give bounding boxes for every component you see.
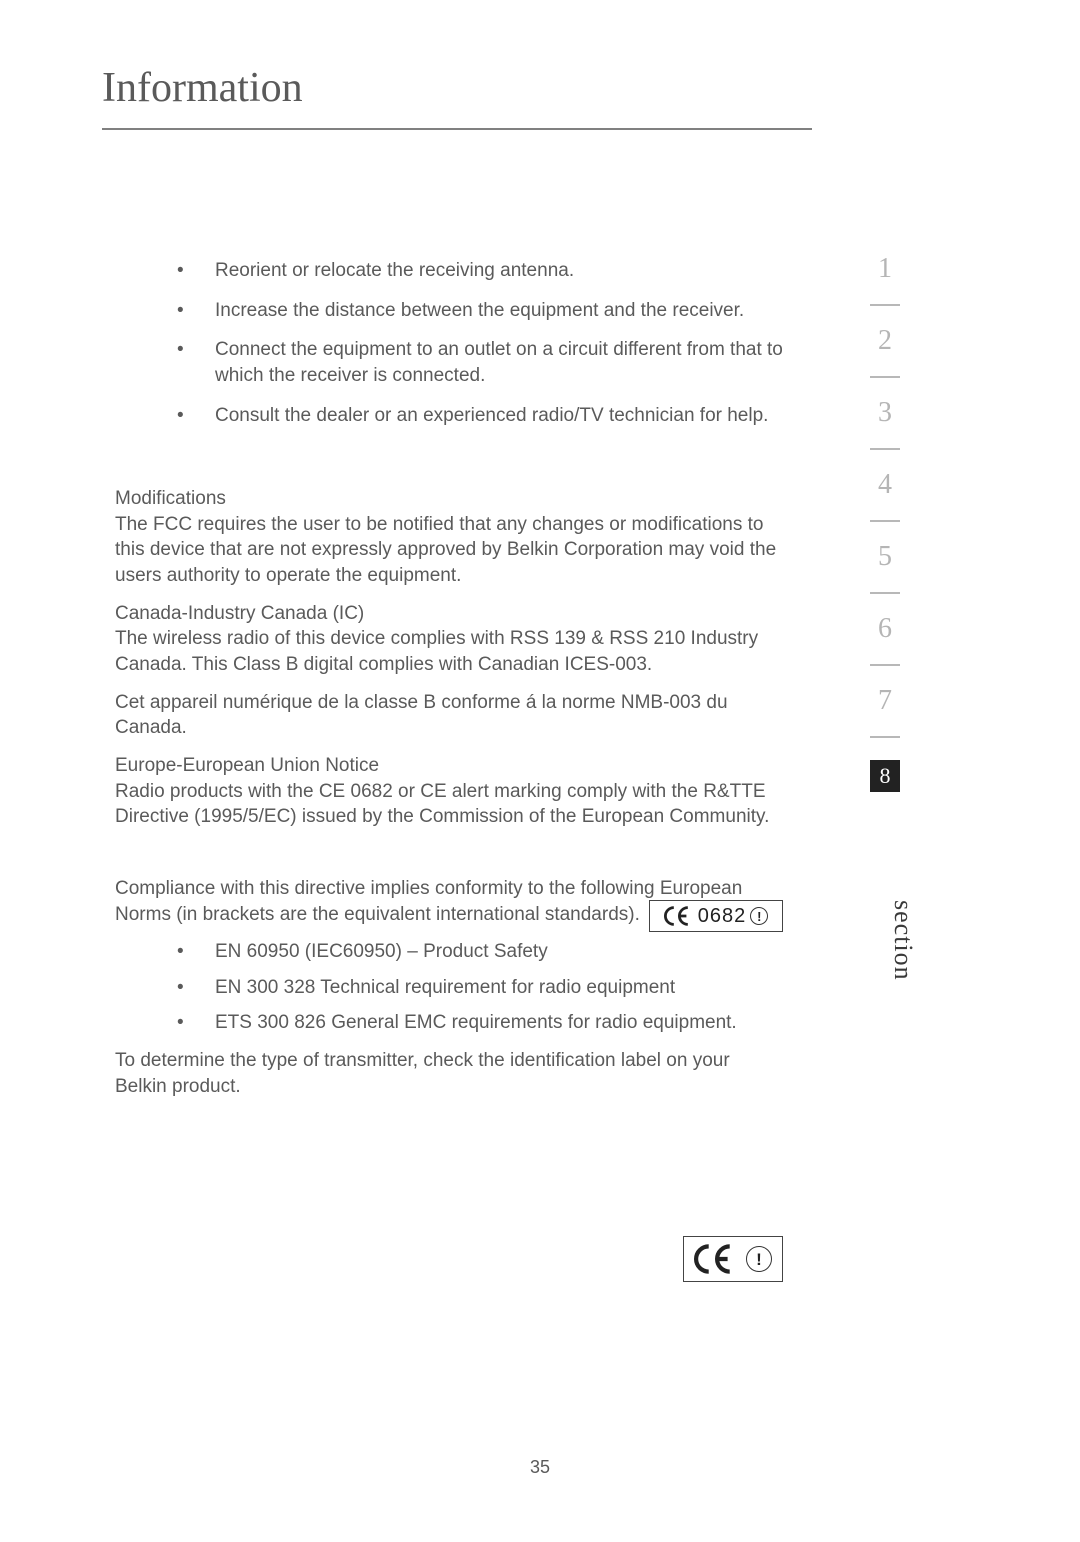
- list-item: • EN 60950 (IEC60950) – Product Safety: [177, 939, 783, 965]
- section-label: section: [888, 900, 918, 981]
- bullet-icon: •: [177, 975, 215, 1001]
- modifications-block: Modifications The FCC requires the user …: [115, 486, 783, 589]
- list-item: • Consult the dealer or an experienced r…: [177, 403, 783, 429]
- nav-separator: [870, 592, 900, 594]
- canada-body: The wireless radio of this device compli…: [115, 626, 783, 677]
- nav-number: 2: [878, 318, 892, 364]
- content-area: • Reorient or relocate the receiving ant…: [115, 258, 783, 1111]
- title-rule: [102, 128, 812, 130]
- nav-separator: [870, 736, 900, 738]
- nav-number: 7: [878, 678, 892, 724]
- bullet-list-top: • Reorient or relocate the receiving ant…: [177, 258, 783, 428]
- page-number: 35: [0, 1457, 1080, 1478]
- bullet-list-mid: • EN 60950 (IEC60950) – Product Safety •…: [177, 939, 783, 1036]
- document-page: Information • Reorient or relocate the r…: [0, 0, 1080, 1542]
- page-title: Information: [102, 64, 303, 112]
- nav-separator: [870, 376, 900, 378]
- alert-icon: !: [746, 1246, 772, 1272]
- nav-separator: [870, 448, 900, 450]
- bullet-icon: •: [177, 403, 215, 429]
- list-item: • EN 300 328 Technical requirement for r…: [177, 975, 783, 1001]
- europe-heading: Europe-European Union Notice: [115, 753, 783, 779]
- list-item-text: Consult the dealer or an experienced rad…: [215, 403, 783, 429]
- nav-current: 8: [870, 760, 900, 792]
- nav-number: 5: [878, 534, 892, 580]
- ce-icon: [664, 906, 692, 926]
- list-item: • ETS 300 826 General EMC requirements f…: [177, 1010, 783, 1036]
- list-item: • Increase the distance between the equi…: [177, 298, 783, 324]
- nav-number: 4: [878, 462, 892, 508]
- list-item-text: Connect the equipment to an outlet on a …: [215, 337, 783, 388]
- ce-number: 0682: [698, 903, 747, 930]
- bullet-icon: •: [177, 298, 215, 324]
- europe-body: Radio products with the CE 0682 or CE al…: [115, 779, 783, 830]
- bullet-icon: •: [177, 939, 215, 965]
- nav-separator: [870, 520, 900, 522]
- list-item-text: ETS 300 826 General EMC requirements for…: [215, 1010, 783, 1036]
- canada-heading: Canada-Industry Canada (IC): [115, 601, 783, 627]
- alert-icon: !: [750, 907, 768, 925]
- ce-mark-alert: !: [683, 1236, 783, 1282]
- nav-number: 1: [878, 246, 892, 292]
- nav-separator: [870, 664, 900, 666]
- list-item-text: Reorient or relocate the receiving anten…: [215, 258, 783, 284]
- europe-block: Europe-European Union Notice Radio produ…: [115, 753, 783, 830]
- nav-number: 6: [878, 606, 892, 652]
- bullet-icon: •: [177, 1010, 215, 1036]
- modifications-body: The FCC requires the user to be notified…: [115, 512, 783, 589]
- canada-fr-block: Cet appareil numérique de la classe B co…: [115, 690, 783, 741]
- section-nav: 1 2 3 4 5 6 7 8: [870, 246, 900, 792]
- modifications-heading: Modifications: [115, 486, 783, 512]
- list-item-text: Increase the distance between the equipm…: [215, 298, 783, 324]
- list-item-text: EN 300 328 Technical requirement for rad…: [215, 975, 783, 1001]
- list-item: • Reorient or relocate the receiving ant…: [177, 258, 783, 284]
- bullet-icon: •: [177, 337, 215, 388]
- ce-icon: [694, 1244, 736, 1274]
- list-item: • Connect the equipment to an outlet on …: [177, 337, 783, 388]
- ce-mark-0682: 0682 !: [649, 900, 783, 932]
- canada-block: Canada-Industry Canada (IC) The wireless…: [115, 601, 783, 678]
- nav-number: 3: [878, 390, 892, 436]
- nav-separator: [870, 304, 900, 306]
- bullet-icon: •: [177, 258, 215, 284]
- transmitter-block: To determine the type of transmitter, ch…: [115, 1048, 783, 1099]
- list-item-text: EN 60950 (IEC60950) – Product Safety: [215, 939, 783, 965]
